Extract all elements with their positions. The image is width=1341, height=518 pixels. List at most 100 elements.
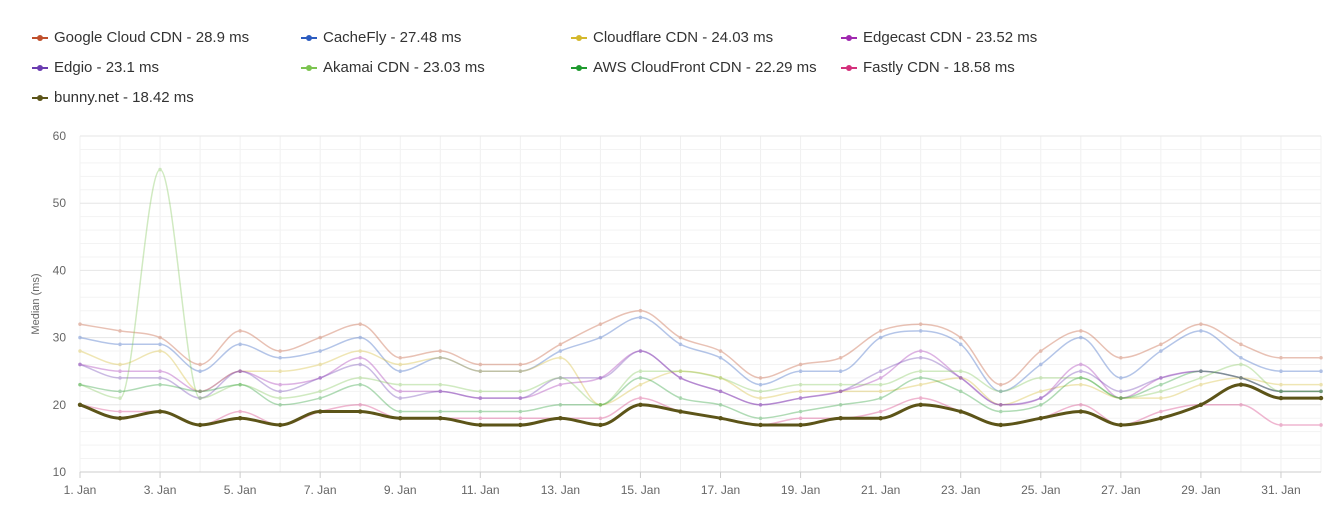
data-point xyxy=(278,389,282,394)
data-point xyxy=(1239,403,1243,407)
series-cachefly xyxy=(78,315,1323,394)
legend-item-akamai-cdn[interactable]: Akamai CDN - 23.03 ms xyxy=(301,59,485,76)
data-point xyxy=(638,349,643,353)
data-point xyxy=(1079,376,1083,380)
legend-item-edgecast-cdn[interactable]: Edgecast CDN - 23.52 ms xyxy=(841,29,1037,46)
data-point xyxy=(918,329,923,333)
data-point xyxy=(958,342,963,347)
data-point xyxy=(278,355,282,360)
data-point xyxy=(1079,362,1083,367)
data-point xyxy=(1119,396,1123,400)
data-point xyxy=(438,355,443,360)
data-point xyxy=(118,389,122,394)
data-point xyxy=(1199,382,1203,387)
data-point xyxy=(998,389,1003,394)
data-point xyxy=(1038,396,1043,400)
series-akamai-cdn xyxy=(78,167,1323,407)
data-point xyxy=(878,416,883,421)
data-point xyxy=(198,389,202,394)
series-cloudflare-cdn xyxy=(78,349,1323,407)
data-point xyxy=(638,315,643,320)
data-point xyxy=(958,409,963,414)
legend-label: Akamai CDN - 23.03 ms xyxy=(323,59,485,76)
legend-marker-icon xyxy=(841,63,857,73)
data-point xyxy=(918,355,923,360)
data-point xyxy=(798,382,803,387)
legend-marker-icon xyxy=(301,33,317,43)
legend-item-cachefly[interactable]: CacheFly - 27.48 ms xyxy=(301,29,461,46)
data-point xyxy=(1198,402,1204,407)
data-point xyxy=(238,382,242,387)
data-point xyxy=(758,396,763,400)
x-tick-label: 1. Jan xyxy=(64,483,97,497)
data-point xyxy=(1038,362,1043,367)
legend-item-google-cloud-cdn[interactable]: Google Cloud CDN - 28.9 ms xyxy=(32,29,249,46)
data-point xyxy=(558,382,563,387)
data-point xyxy=(838,389,843,394)
data-point xyxy=(398,369,403,374)
data-point xyxy=(78,362,82,367)
data-point xyxy=(1199,376,1203,380)
data-point xyxy=(1239,362,1243,367)
series-edgio xyxy=(78,349,1323,407)
data-point xyxy=(838,382,843,387)
data-point xyxy=(518,369,523,374)
data-point xyxy=(958,376,963,380)
data-point xyxy=(518,422,523,428)
data-point xyxy=(398,409,403,414)
data-point xyxy=(278,403,282,407)
data-point xyxy=(238,382,242,387)
data-point xyxy=(1078,409,1084,414)
data-point xyxy=(518,409,523,414)
legend-item-fastly-cdn[interactable]: Fastly CDN - 18.58 ms xyxy=(841,59,1015,76)
data-point xyxy=(358,355,363,360)
legend-label: Edgio - 23.1 ms xyxy=(54,59,160,76)
data-point xyxy=(718,349,723,353)
data-point xyxy=(77,402,83,407)
data-point xyxy=(1079,335,1083,340)
data-point xyxy=(838,369,843,374)
legend-item-edgio[interactable]: Edgio - 23.1 ms xyxy=(32,59,159,76)
data-point xyxy=(1199,329,1203,333)
x-tick-label: 27. Jan xyxy=(1101,483,1140,497)
data-point xyxy=(558,349,563,353)
data-point xyxy=(958,376,963,380)
data-point xyxy=(1319,389,1323,394)
data-point xyxy=(438,409,443,414)
y-tick-label: 10 xyxy=(53,465,67,479)
data-point xyxy=(78,382,82,387)
series-line-cachefly xyxy=(79,316,1321,393)
data-point xyxy=(478,396,483,400)
data-point xyxy=(918,402,923,407)
legend-label: Google Cloud CDN - 28.9 ms xyxy=(54,29,250,46)
data-point xyxy=(278,396,282,400)
data-point xyxy=(1239,342,1243,347)
data-point xyxy=(558,355,563,360)
data-point xyxy=(238,409,242,414)
data-point xyxy=(157,409,163,414)
data-point xyxy=(918,382,923,387)
data-point xyxy=(798,416,803,421)
data-point xyxy=(198,396,202,400)
data-point xyxy=(998,422,1003,428)
data-point xyxy=(638,308,643,313)
y-axis-title: Median (ms) xyxy=(30,273,42,334)
data-point xyxy=(678,335,683,340)
data-point xyxy=(918,396,923,400)
data-point xyxy=(518,389,523,394)
data-point xyxy=(438,416,443,421)
legend-item-bunny-net[interactable]: bunny.net - 18.42 ms xyxy=(32,89,194,106)
data-point xyxy=(158,167,162,172)
data-point xyxy=(158,349,162,353)
legend-item-aws-cloudfront-cdn[interactable]: AWS CloudFront CDN - 22.29 ms xyxy=(571,59,817,76)
data-point xyxy=(638,382,643,387)
data-point xyxy=(678,369,683,374)
data-point xyxy=(878,382,883,387)
legend-item-cloudflare-cdn[interactable]: Cloudflare CDN - 24.03 ms xyxy=(571,29,773,46)
data-point xyxy=(478,362,483,367)
data-point xyxy=(1038,396,1043,400)
data-point xyxy=(998,403,1003,407)
data-point xyxy=(1239,376,1243,380)
data-point xyxy=(318,349,322,353)
data-point xyxy=(638,349,643,353)
